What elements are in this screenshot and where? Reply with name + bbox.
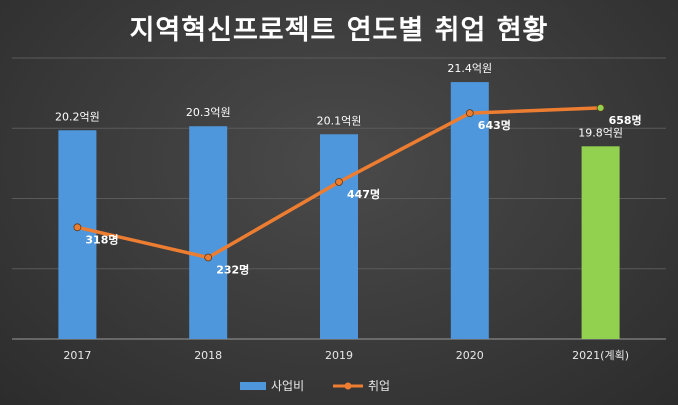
x-tick-label: 2018 xyxy=(194,349,222,362)
legend-line-marker xyxy=(344,382,352,390)
legend-bar-swatch xyxy=(240,382,266,390)
bar-label: 20.1억원 xyxy=(317,114,362,127)
legend-bar-label: 사업비 xyxy=(271,379,304,393)
bar-label: 21.4억원 xyxy=(447,62,492,75)
bar-2020 xyxy=(450,82,489,339)
employment-label: 232명 xyxy=(216,263,249,277)
employment-label: 447명 xyxy=(347,187,380,201)
bar-2021(계획) xyxy=(581,146,620,339)
employment-point xyxy=(73,223,82,232)
employment-label: 318명 xyxy=(85,232,118,246)
x-tick-label: 2021(계획) xyxy=(572,349,629,362)
bar-label: 20.3억원 xyxy=(186,106,231,119)
bar-label: 20.2억원 xyxy=(55,110,100,123)
employment-label: 643명 xyxy=(478,118,511,132)
x-tick-label: 2020 xyxy=(456,349,484,362)
legend-line-label: 취업 xyxy=(368,379,390,393)
employment-label: 658명 xyxy=(609,113,642,127)
bar-2018 xyxy=(189,126,228,339)
bar-label: 19.8억원 xyxy=(578,126,623,139)
bar-2019 xyxy=(320,134,358,339)
x-tick-label: 2019 xyxy=(325,349,353,362)
employment-point xyxy=(596,103,605,112)
employment-point xyxy=(204,253,213,262)
chart-title: 지역혁신프로젝트 연도별 취업 현황 xyxy=(129,15,549,46)
bar-2017 xyxy=(58,130,97,339)
employment-point xyxy=(465,109,474,118)
employment-point xyxy=(335,178,343,186)
x-tick-label: 2017 xyxy=(63,349,91,362)
